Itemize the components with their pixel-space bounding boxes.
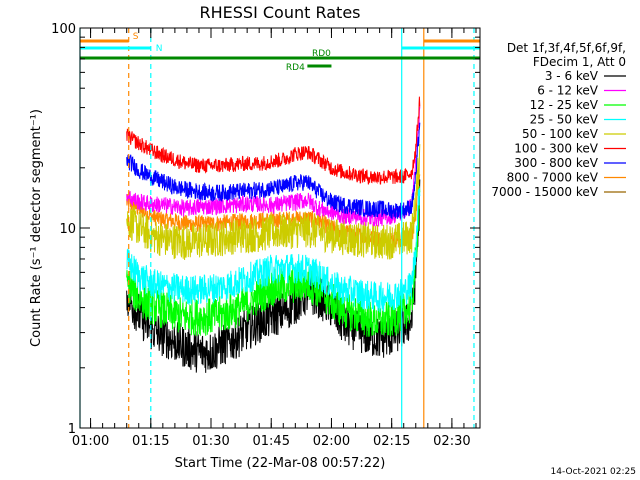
x-axis: 01:00 01:15 01:30 01:45 02:00 02:15 02:30: [72, 28, 477, 449]
legend-label: 25 - 50 keV: [530, 113, 599, 127]
x-tick-label: 02:00: [313, 434, 350, 449]
legend-label: 800 - 7000 keV: [507, 171, 599, 185]
legend-label: 50 - 100 keV: [522, 127, 599, 141]
x-tick-label: 01:15: [132, 434, 169, 449]
series-line-4: [126, 144, 421, 261]
series-line-1: [126, 106, 421, 227]
legend-label: 12 - 25 keV: [530, 98, 599, 112]
x-tick-label: 01:30: [192, 434, 229, 449]
legend-header-line-1: Det 1f,3f,4f,5f,6f,9f,: [507, 41, 626, 55]
legend-header-line-2: FDecim 1, Att 0: [533, 55, 626, 69]
y-axis-label: Count Rate (s⁻¹ detector segment⁻¹): [29, 109, 44, 347]
bar-label-rd0: RD0: [312, 49, 331, 59]
x-axis-label: Start Time (22-Mar-08 00:57:22): [175, 456, 386, 471]
x-tick-label: 01:45: [253, 434, 290, 449]
series-line-6: [126, 122, 421, 220]
y-axis: 1 10 100: [51, 22, 480, 437]
y-tick-label: 10: [59, 222, 76, 237]
legend: Det 1f,3f,4f,5f,6f,9f, FDecim 1, Att 0 3…: [491, 41, 626, 199]
bar-label-n: N: [156, 44, 163, 54]
bar-label-s: S: [133, 32, 139, 42]
legend-label: 100 - 300 keV: [514, 142, 598, 156]
plot-area: [126, 96, 421, 373]
legend-label: 300 - 800 keV: [514, 156, 598, 170]
y-tick-label: 1: [68, 422, 76, 437]
bar-label-rd4: RD4: [286, 63, 305, 73]
x-tick-label: 02:15: [373, 434, 410, 449]
legend-label: 6 - 12 keV: [537, 84, 599, 98]
series-line-0: [126, 179, 421, 373]
chart-title: RHESSI Count Rates: [200, 3, 361, 22]
legend-label: 7000 - 15000 keV: [491, 185, 598, 199]
x-tick-label: 02:30: [433, 434, 470, 449]
y-tick-label: 100: [51, 22, 76, 37]
footer-timestamp: 14-Oct-2021 02:25: [551, 467, 636, 477]
series-line-3: [126, 187, 421, 313]
series-line-5: [126, 96, 421, 185]
x-tick-label: 01:00: [72, 434, 109, 449]
series-line-2: [126, 186, 421, 337]
legend-label: 3 - 6 keV: [545, 69, 599, 83]
